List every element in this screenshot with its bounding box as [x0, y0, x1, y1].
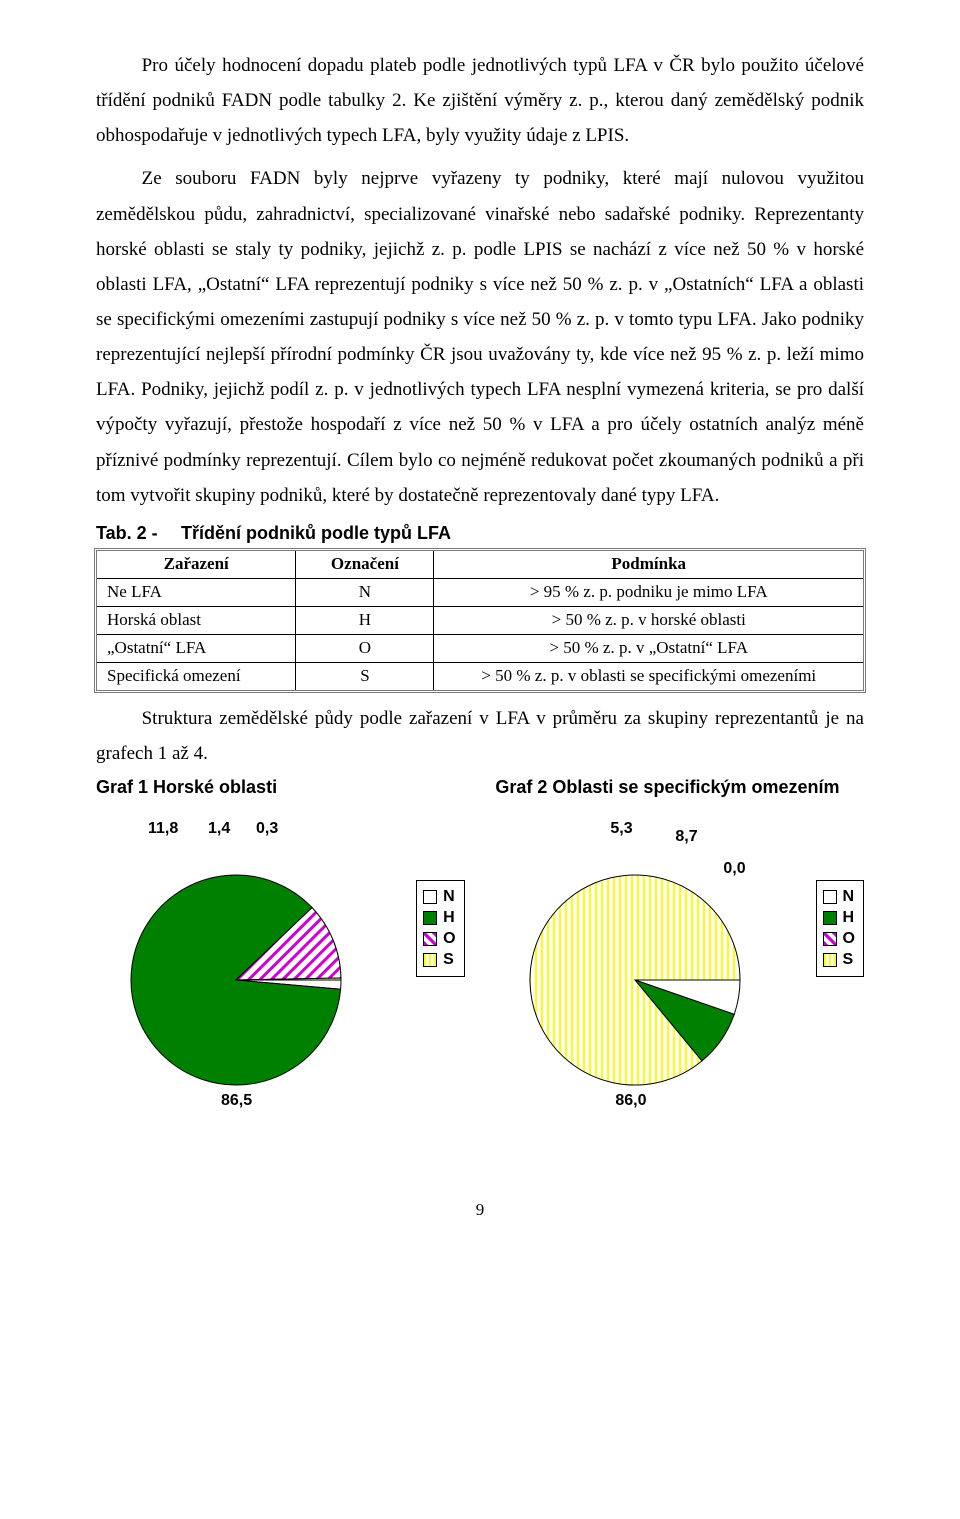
- legend-swatch-icon: [823, 953, 837, 967]
- pie-data-label: 0,0: [723, 860, 745, 878]
- cell-pod: > 50 % z. p. v „Ostatní“ LFA: [434, 634, 864, 662]
- chart-1-title: Graf 1 Horské oblasti: [96, 777, 465, 798]
- th-zarazeni: Zařazení: [97, 550, 296, 578]
- legend-label: S: [443, 951, 454, 969]
- legend-item-h: H: [823, 909, 855, 927]
- cell-ozn: H: [296, 606, 434, 634]
- cell-ozn: N: [296, 578, 434, 606]
- page-number: 9: [96, 1200, 864, 1220]
- legend-swatch-icon: [823, 911, 837, 925]
- cell-ozn: O: [296, 634, 434, 662]
- table-row: Ne LFA N > 95 % z. p. podniku je mimo LF…: [97, 578, 864, 606]
- legend-swatch-icon: [823, 932, 837, 946]
- legend-item-n: N: [423, 888, 455, 906]
- table-caption: Tab. 2 - Třídění podniků podle typů LFA: [96, 523, 864, 544]
- cell-pod: > 50 % z. p. v oblasti se specifickými o…: [434, 662, 864, 690]
- table-row: Specifická omezení S > 50 % z. p. v obla…: [97, 662, 864, 690]
- legend-item-o: O: [423, 930, 455, 948]
- pie-data-label: 86,0: [615, 1092, 646, 1110]
- paragraph-after-table: Struktura zemědělské půdy podle zařazení…: [96, 701, 864, 771]
- pie-data-label: 0,3: [256, 820, 278, 838]
- legend-swatch-icon: [423, 953, 437, 967]
- classification-table: Zařazení Označení Podmínka Ne LFA N > 95…: [96, 550, 864, 691]
- paragraph-1: Pro účely hodnocení dopadu plateb podle …: [96, 48, 864, 153]
- cell-pod: > 50 % z. p. v horské oblasti: [434, 606, 864, 634]
- chart-legend: NHOS: [816, 880, 864, 977]
- legend-label: N: [843, 888, 855, 906]
- pie-data-label: 8,7: [675, 828, 697, 846]
- pie-data-label: 11,8: [148, 820, 178, 838]
- legend-label: H: [443, 909, 455, 927]
- chart-2: Graf 2 Oblasti se specifickým omezením 5…: [495, 777, 864, 1130]
- table-row: Horská oblast H > 50 % z. p. v horské ob…: [97, 606, 864, 634]
- legend-swatch-icon: [423, 911, 437, 925]
- table-caption-prefix: Tab. 2 -: [96, 523, 176, 544]
- legend-label: O: [443, 930, 455, 948]
- paragraph-2: Ze souboru FADN byly nejprve vyřazeny ty…: [96, 161, 864, 512]
- cell-zar: Horská oblast: [97, 606, 296, 634]
- cell-ozn: S: [296, 662, 434, 690]
- pie-data-label: 86,5: [221, 1092, 252, 1110]
- cell-zar: „Ostatní“ LFA: [97, 634, 296, 662]
- legend-label: S: [843, 951, 854, 969]
- legend-label: H: [843, 909, 855, 927]
- legend-item-h: H: [423, 909, 455, 927]
- cell-zar: Specifická omezení: [97, 662, 296, 690]
- table-row: „Ostatní“ LFA O > 50 % z. p. v „Ostatní“…: [97, 634, 864, 662]
- legend-item-o: O: [823, 930, 855, 948]
- cell-zar: Ne LFA: [97, 578, 296, 606]
- table-header-row: Zařazení Označení Podmínka: [97, 550, 864, 578]
- chart-1: Graf 1 Horské oblasti 11,8 1,4 0,3 86,5 NHOS: [96, 777, 465, 1130]
- chart-legend: NHOS: [416, 880, 464, 977]
- th-oznaceni: Označení: [296, 550, 434, 578]
- legend-label: O: [843, 930, 855, 948]
- cell-pod: > 95 % z. p. podniku je mimo LFA: [434, 578, 864, 606]
- th-podminka: Podmínka: [434, 550, 864, 578]
- pie-data-label: 5,3: [610, 820, 632, 838]
- pie-data-label: 1,4: [208, 820, 230, 838]
- legend-item-s: S: [823, 951, 855, 969]
- legend-swatch-icon: [423, 932, 437, 946]
- legend-item-n: N: [823, 888, 855, 906]
- legend-label: N: [443, 888, 455, 906]
- table-caption-title: Třídění podniků podle typů LFA: [181, 523, 451, 543]
- chart-2-title: Graf 2 Oblasti se specifickým omezením: [495, 777, 864, 798]
- legend-swatch-icon: [823, 890, 837, 904]
- legend-item-s: S: [423, 951, 455, 969]
- legend-swatch-icon: [423, 890, 437, 904]
